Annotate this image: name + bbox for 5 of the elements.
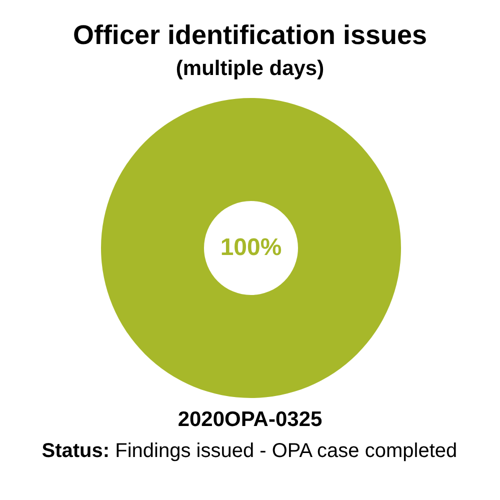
text: 2020OPA-0325 — [178, 408, 323, 431]
text: Status: Findings issued - OPA case completed — [42, 440, 458, 462]
chart-title: Officer identification issues — [72, 20, 428, 50]
chart-subtitle: (multiple days) — [176, 57, 324, 80]
data-label: 100% — [220, 234, 282, 261]
